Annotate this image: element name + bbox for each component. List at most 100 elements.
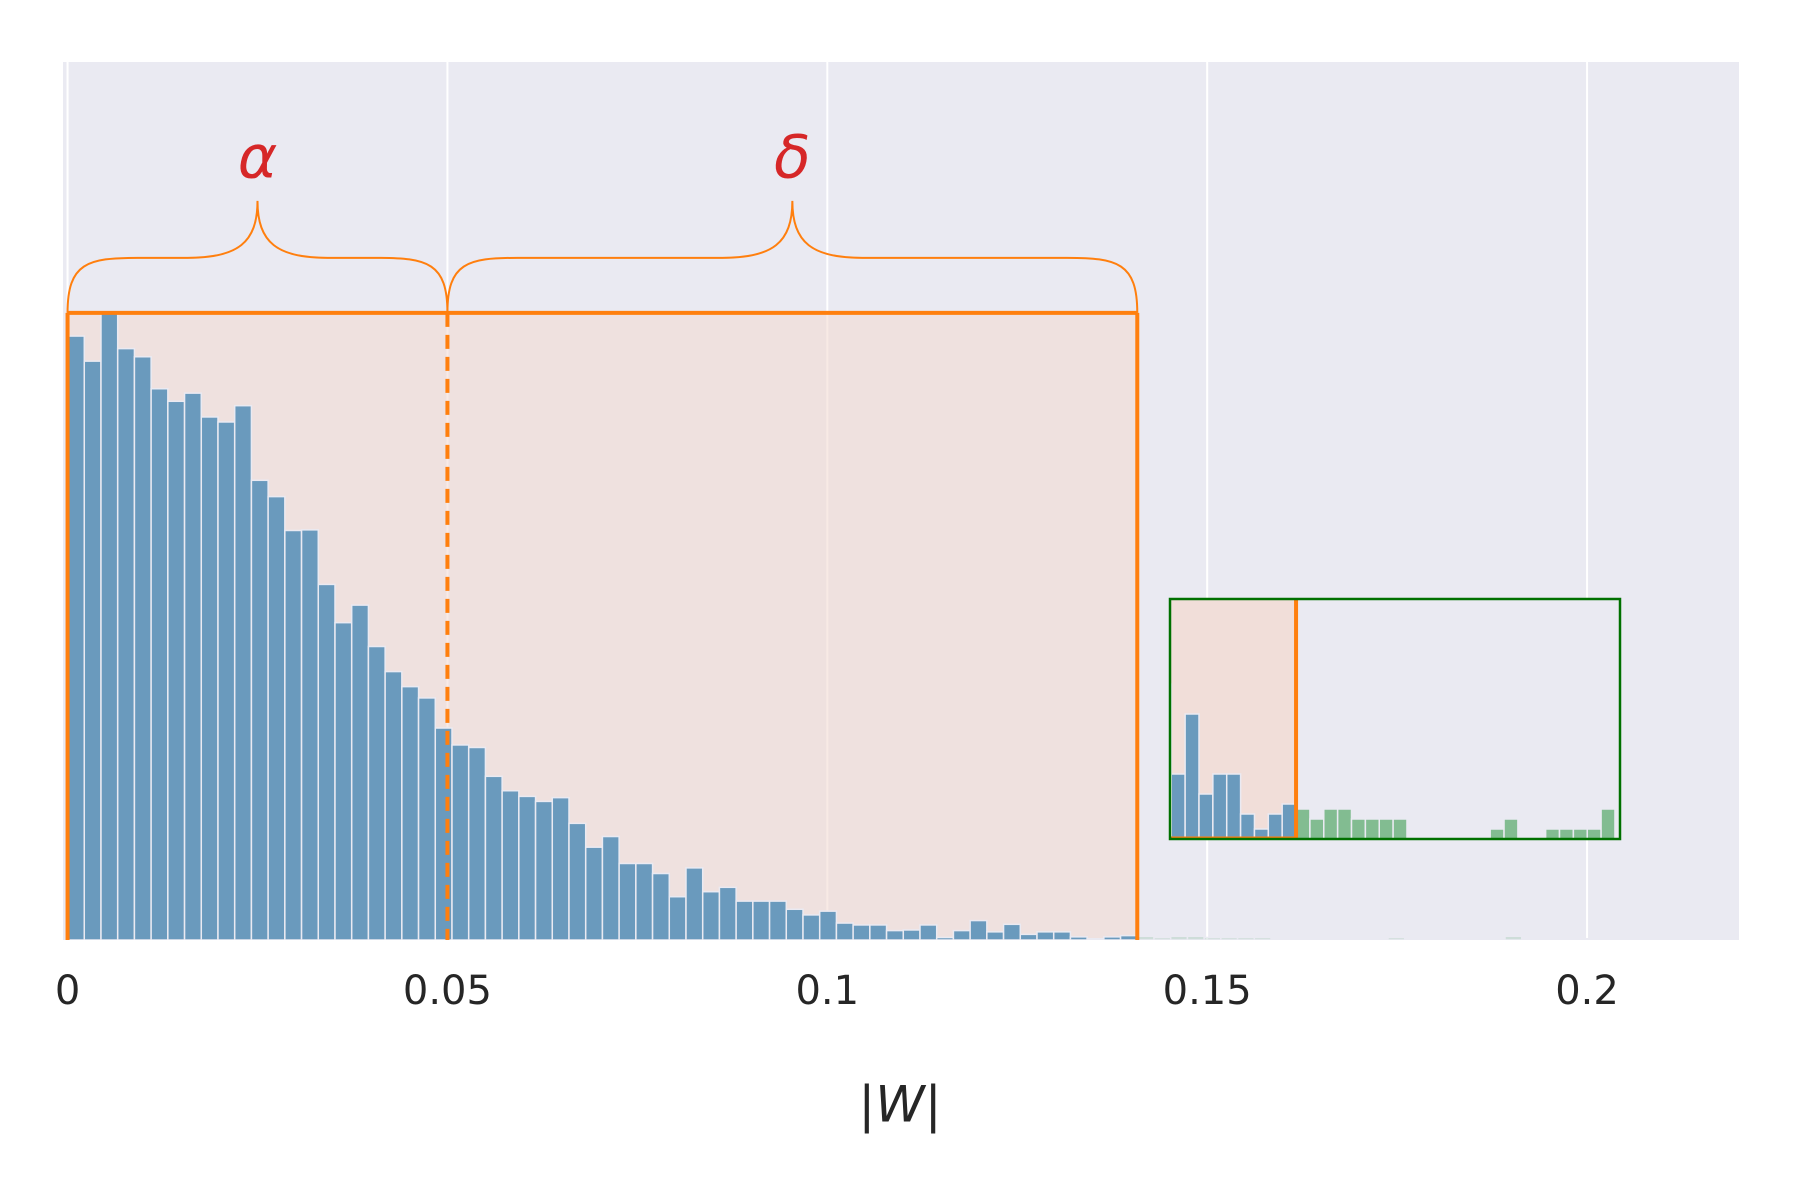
- bar: [835, 922, 854, 940]
- bar: [1487, 937, 1506, 940]
- bar: [802, 914, 821, 940]
- bar: [1253, 936, 1272, 940]
- bar: [1036, 931, 1055, 940]
- bar: [1295, 808, 1311, 839]
- bar: [551, 796, 570, 940]
- bar: [1052, 931, 1072, 940]
- bar: [752, 900, 771, 940]
- bar: [885, 929, 905, 940]
- bar: [367, 645, 386, 940]
- bar: [1212, 773, 1228, 839]
- bar: [1198, 793, 1214, 839]
- bar: [233, 404, 253, 940]
- bar: [919, 924, 938, 940]
- bar: [1558, 828, 1575, 839]
- bar: [935, 936, 955, 940]
- bar: [467, 746, 487, 940]
- bar: [1378, 818, 1394, 839]
- bar: [1281, 803, 1297, 839]
- bar: [869, 924, 888, 940]
- bar: [1019, 933, 1038, 940]
- bar: [1119, 934, 1139, 940]
- bar: [401, 685, 420, 940]
- bar: [133, 356, 152, 940]
- bar: [568, 822, 587, 940]
- bar: [250, 479, 269, 940]
- bar: [1136, 935, 1155, 940]
- bar: [735, 900, 754, 940]
- bar: [100, 312, 119, 940]
- bar: [534, 800, 554, 940]
- bar: [584, 846, 604, 940]
- bar: [601, 835, 620, 940]
- bar: [952, 929, 971, 940]
- bar: [668, 895, 687, 940]
- bar: [167, 400, 186, 940]
- bar: [1437, 937, 1456, 940]
- bar: [150, 387, 169, 940]
- bar: [768, 900, 788, 940]
- bar: [635, 862, 654, 940]
- bar: [1454, 937, 1473, 940]
- bar: [1186, 935, 1205, 940]
- region-label: α: [238, 122, 278, 192]
- bar: [1236, 936, 1256, 940]
- bar: [1600, 808, 1616, 839]
- bar: [417, 697, 437, 940]
- bar: [986, 931, 1005, 940]
- bar: [1754, 829, 1768, 839]
- bar: [902, 929, 921, 940]
- bar: [1387, 936, 1406, 940]
- bar: [1537, 937, 1556, 940]
- bar: [501, 789, 520, 940]
- bar: [1184, 713, 1200, 839]
- bar: [518, 795, 537, 940]
- bar: [1572, 828, 1588, 839]
- bar: [451, 744, 470, 940]
- bar: [1392, 818, 1408, 839]
- bar: [267, 495, 286, 940]
- bar: [1370, 937, 1389, 940]
- bar: [718, 886, 737, 940]
- x-tick-label: 0.2: [1555, 968, 1619, 1014]
- bar: [1086, 937, 1105, 940]
- x-tick-label: 0.05: [403, 968, 492, 1014]
- bar: [1309, 818, 1325, 839]
- bar: [350, 604, 370, 940]
- bar: [685, 867, 704, 940]
- bar: [1203, 936, 1222, 940]
- bar: [1225, 773, 1242, 839]
- bar: [1323, 808, 1339, 839]
- bar: [1586, 828, 1602, 839]
- bar: [434, 727, 453, 940]
- bar: [1336, 808, 1353, 839]
- bar: [701, 890, 721, 940]
- bar: [1169, 935, 1189, 940]
- bar: [317, 583, 336, 940]
- bar: [200, 416, 219, 940]
- bar: [66, 335, 86, 940]
- bar: [116, 347, 136, 940]
- bar: [852, 924, 871, 940]
- bar: [1220, 936, 1239, 940]
- bar: [217, 421, 236, 940]
- bar: [334, 621, 353, 940]
- x-tick-label: 0.15: [1163, 968, 1252, 1014]
- bar: [969, 919, 988, 940]
- bar: [1489, 828, 1505, 839]
- bar: [1470, 937, 1490, 940]
- bar: [1350, 818, 1367, 839]
- bar: [1170, 773, 1186, 839]
- x-tick-label: 0.1: [795, 968, 859, 1014]
- bar: [1571, 937, 1590, 940]
- bar: [618, 862, 637, 940]
- bar: [818, 910, 838, 940]
- bar: [300, 529, 320, 940]
- bar: [183, 392, 203, 940]
- bar: [785, 908, 804, 940]
- bar: [1002, 923, 1022, 940]
- bar: [384, 670, 403, 940]
- bar: [1688, 937, 1707, 940]
- x-tick-label: 0: [55, 968, 80, 1014]
